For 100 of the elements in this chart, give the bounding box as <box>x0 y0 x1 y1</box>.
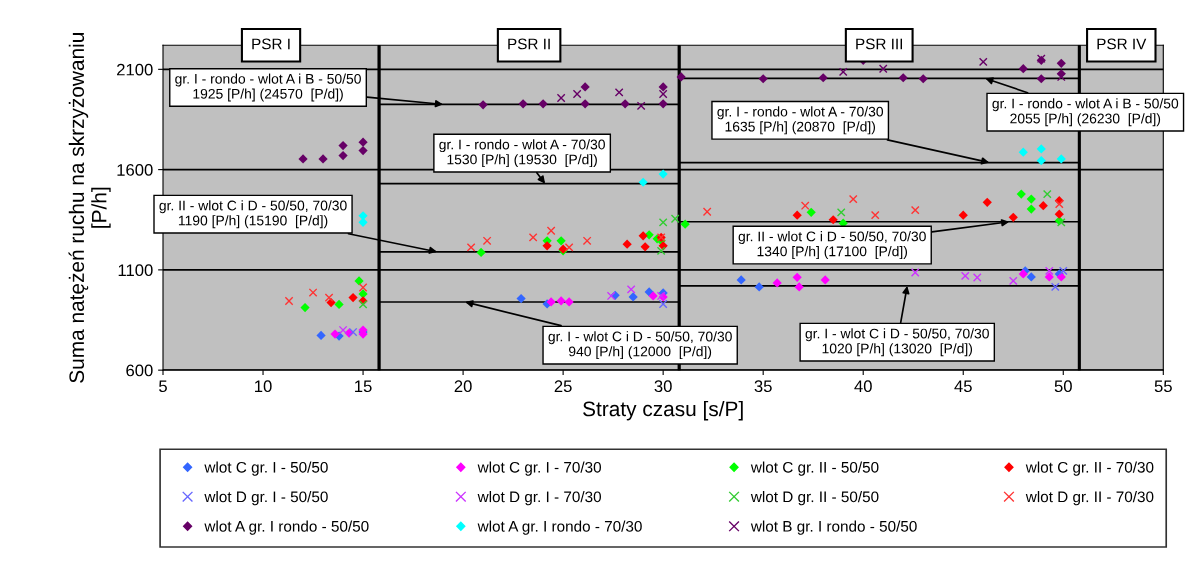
point <box>330 329 340 339</box>
legend-label: wlot C gr. II - 70/30 <box>1025 461 1154 476</box>
x-tick-label: 50 <box>1054 380 1072 393</box>
legend-label: wlot D gr. II - 70/30 <box>1025 491 1154 506</box>
point <box>546 297 556 307</box>
point <box>620 99 630 109</box>
point <box>792 272 802 282</box>
x-tick-label: 10 <box>255 380 272 393</box>
point <box>564 297 574 307</box>
x-tick-label: 20 <box>454 380 472 393</box>
point <box>482 236 492 246</box>
point <box>476 247 486 258</box>
point <box>572 89 582 99</box>
point <box>622 239 632 249</box>
point <box>326 297 336 308</box>
point <box>324 293 334 302</box>
point <box>1054 209 1064 219</box>
legend-label: wlot C gr. I - 50/50 <box>204 461 328 476</box>
x-tick-label: 15 <box>355 380 372 393</box>
point <box>358 283 368 292</box>
point <box>658 299 668 309</box>
point <box>818 73 828 83</box>
annotation: gr. II - wlot C i D - 50/50, 70/30 1190 [P/h] (15190 [P/d]) <box>159 200 347 229</box>
point <box>516 293 526 304</box>
point <box>298 154 308 164</box>
legend-label: wlot C gr. II - 50/50 <box>750 461 879 476</box>
point <box>658 89 668 99</box>
point <box>466 243 476 252</box>
legend-label: wlot B gr. I rondo - 50/50 <box>750 520 917 535</box>
point <box>338 325 348 335</box>
point <box>1038 201 1048 211</box>
point <box>542 241 552 251</box>
point <box>806 207 816 217</box>
band-label: PSR I <box>252 38 290 50</box>
point <box>338 140 348 151</box>
point <box>910 268 920 277</box>
point <box>1008 212 1018 222</box>
point <box>870 210 880 220</box>
point <box>960 271 970 281</box>
point <box>628 292 638 302</box>
x-tick-label: 35 <box>754 380 772 393</box>
annotation: gr. II - wlot C i D - 50/50, 70/30 1340 [P/h] (17100 [P/d]) <box>738 231 926 260</box>
point <box>658 217 668 227</box>
x-tick-label: 25 <box>554 380 572 393</box>
x-axis-title: Straty czasu [s/P] <box>583 400 743 421</box>
point <box>358 137 368 147</box>
point <box>626 284 636 294</box>
point <box>638 231 648 241</box>
point <box>838 67 848 77</box>
point <box>334 299 344 309</box>
point <box>1018 64 1028 74</box>
point <box>354 276 364 286</box>
point <box>658 169 668 179</box>
y-tick-label: 2100 <box>117 63 153 76</box>
point <box>1044 266 1054 276</box>
y-tick-label: 1600 <box>117 164 153 176</box>
annotation: gr. I - rondo - wlot A i B - 50/50 1925 [P/h] (24570 [P/d]) <box>175 73 361 102</box>
point <box>1058 266 1068 276</box>
x-tick-label: 55 <box>1154 380 1172 393</box>
x-tick-label: 30 <box>654 380 672 393</box>
point <box>358 289 368 299</box>
point <box>754 282 764 292</box>
point <box>564 243 574 252</box>
point <box>284 296 294 306</box>
point <box>828 215 838 225</box>
point <box>348 292 358 303</box>
y-axis-title: Suma natężeń ruchu na skrzyżowaniu [P/h] <box>68 33 111 383</box>
point <box>898 73 908 83</box>
point <box>582 236 592 246</box>
y-tick-label: 600 <box>126 364 153 377</box>
point <box>358 145 368 156</box>
point <box>638 177 648 187</box>
x-tick-label: 45 <box>954 380 972 393</box>
point <box>1036 74 1046 84</box>
point <box>1016 189 1026 199</box>
point <box>982 197 992 207</box>
point <box>772 278 782 288</box>
point <box>670 214 680 224</box>
point <box>978 57 988 67</box>
legend-label: wlot D gr. II - 50/50 <box>750 491 879 506</box>
band-label: PSR III <box>856 38 902 50</box>
point <box>308 288 318 297</box>
annotation: gr. I - wlot C i D - 50/50, 70/30 940 [P/h] (12000 [P/d]) <box>548 331 732 360</box>
point <box>1026 204 1036 214</box>
legend-label: wlot D gr. I - 70/30 <box>477 491 602 506</box>
point <box>1056 58 1066 68</box>
x-tick-label: 40 <box>854 380 872 393</box>
legend-label: wlot D gr. I - 50/50 <box>204 491 328 506</box>
point <box>518 99 528 109</box>
legend-label: wlot A gr. I rondo - 50/50 <box>204 520 369 535</box>
point <box>658 82 668 92</box>
point <box>580 99 590 109</box>
point <box>792 210 802 220</box>
point <box>556 296 566 306</box>
point <box>848 194 858 204</box>
point <box>538 99 548 109</box>
x-tick-label: 5 <box>159 380 167 393</box>
point <box>1036 155 1046 166</box>
point <box>580 82 590 92</box>
point <box>794 282 804 292</box>
